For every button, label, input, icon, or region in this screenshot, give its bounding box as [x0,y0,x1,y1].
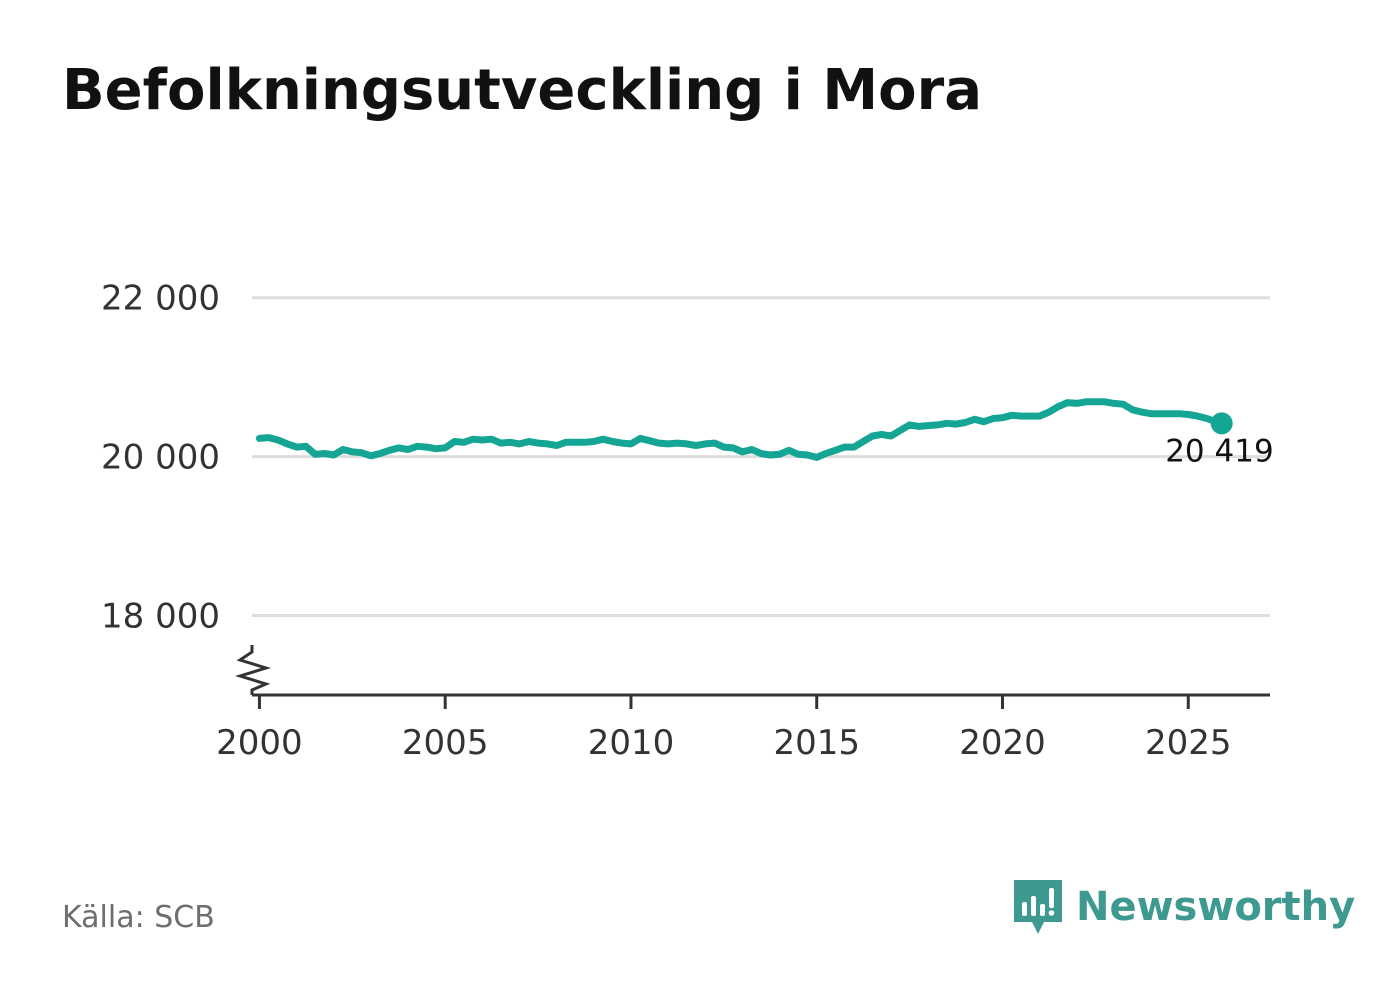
brand-name: Newsworthy [1076,884,1356,930]
x-axis: 2000 2005 2010 2015 2020 2025 [216,693,1270,763]
newsworthy-logo-icon [1014,880,1062,934]
y-tick-label: 22 000 [101,279,220,319]
end-point-marker [1210,412,1233,435]
y-axis-break-icon [234,645,272,695]
source-note: Källa: SCB [62,900,215,935]
x-tick-label: 2025 [1145,723,1232,763]
end-value-label: 20 419 [1165,433,1273,469]
x-tick-label: 2010 [588,723,675,763]
chart-title: Befolkningsutveckling i Mora [62,58,982,123]
y-axis-tick-labels: 18 000 20 000 22 000 [101,279,220,637]
y-tick-label: 18 000 [101,597,220,637]
brand-logo: Newsworthy [1010,876,1355,938]
series-group [255,398,1233,461]
axis-break-zigzag [234,645,272,695]
series-line [255,398,1226,461]
x-tick-label: 2000 [216,723,303,763]
x-tick-label: 2015 [773,723,860,763]
annotations: 20 419 [1165,433,1273,469]
x-tick-label: 2005 [402,723,489,763]
x-tick-label: 2020 [959,723,1046,763]
y-tick-label: 20 000 [101,438,220,478]
